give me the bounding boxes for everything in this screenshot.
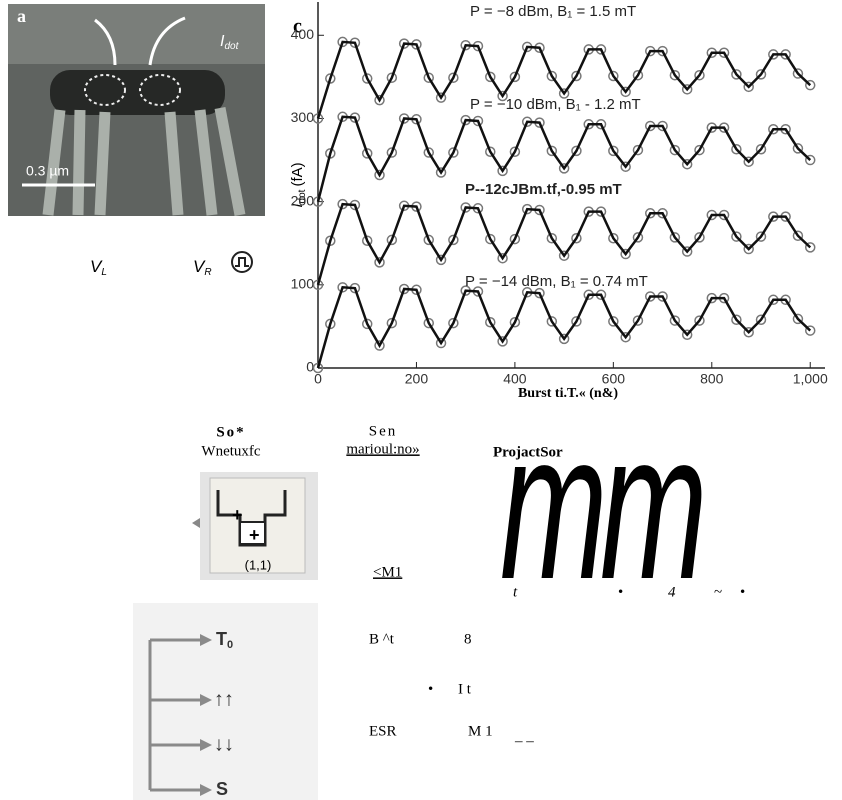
arrow-head (192, 518, 200, 528)
y-tick-label: 100 (291, 276, 315, 292)
column-subtitle: Wnetuxfc (201, 443, 260, 459)
x-tick-label: 800 (700, 371, 724, 387)
x-tick-label: 200 (405, 371, 429, 387)
state-label: S (216, 779, 228, 799)
column-title: So* (216, 424, 245, 440)
photo-top (8, 4, 265, 64)
x-tick-label: 400 (503, 371, 527, 387)
box-label: (1,1) (245, 557, 272, 572)
state-label: ↑↑ (214, 688, 234, 710)
row-label: ESR (369, 723, 397, 739)
series-label: P = −14 dBm, B₁ = 0.74 mT (465, 273, 648, 290)
y-tick-label: 300 (291, 109, 315, 125)
scale-label: 0.3 µm (26, 163, 69, 179)
figure: a Idot 0.3 µm VL VR c Idot(fA) Burst ti.… (0, 0, 842, 800)
gate-sub: R (204, 267, 211, 278)
row-value: 8 (464, 631, 472, 647)
state-sub: 0 (227, 639, 233, 651)
panel-label: a (17, 6, 26, 26)
y-tick-label: 400 (291, 26, 315, 42)
pulse-circle (232, 252, 252, 272)
row-label: B ^t (369, 631, 395, 647)
column-title: Sen (369, 423, 398, 439)
right-gate-label: VR (193, 257, 212, 277)
plus-sign: + (249, 525, 260, 545)
current-sub: dot (224, 41, 239, 52)
plus-sign: + (232, 505, 243, 525)
panel-a-image: a Idot 0.3 µm (8, 4, 265, 216)
state-label: ↓↓ (214, 733, 234, 755)
plot: 010020030040002004006008001,000P = −8 dB… (291, 2, 828, 387)
state-text: T (216, 629, 227, 649)
series-label: P = −10 dBm, B₁ - 1.2 mT (470, 96, 641, 113)
series-label: P = −8 dBm, B₁ = 1.5 mT (470, 3, 636, 20)
mark: • (740, 584, 745, 600)
mark: ~ (714, 584, 722, 600)
pulse-shape (235, 258, 249, 266)
row-value: M 1 (468, 723, 493, 739)
series-label: P--12cJBm.tf,-0.95 mT (465, 181, 622, 198)
left-gate-label: VL (90, 257, 107, 277)
row-label: <M1 (373, 564, 402, 580)
column-subtitle: marioul:no» (346, 441, 419, 457)
y-tick-label: 200 (291, 192, 315, 208)
row-value: _ _ (514, 728, 534, 744)
photo-dot (50, 70, 225, 115)
big-text: mm (500, 388, 702, 623)
pulse-icon (232, 252, 252, 272)
row-label: • (428, 681, 433, 697)
x-tick-label: 1,000 (793, 371, 828, 387)
row-value: I t (458, 681, 472, 697)
ylabel-unit: (fA) (289, 162, 306, 186)
x-tick-label: 600 (602, 371, 626, 387)
gate-sub: L (101, 267, 107, 278)
